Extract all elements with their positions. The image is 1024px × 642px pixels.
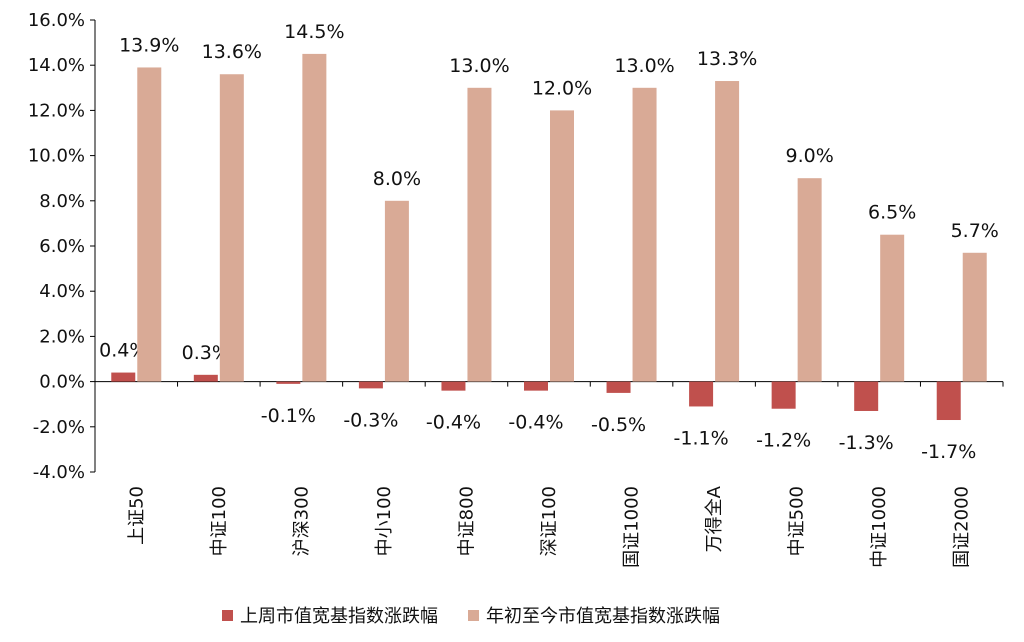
category-label: 中小100 (374, 486, 395, 556)
category-label: 中证800 (456, 486, 477, 556)
y-tick-label: 12.0% (28, 100, 85, 121)
legend-item-weekly: 上周市值宽基指数涨跌幅 (222, 602, 438, 628)
bar-weekly (524, 381, 548, 391)
bar-ytd (137, 67, 162, 382)
bar-ytd (467, 87, 492, 382)
legend-swatch-weekly (222, 609, 233, 621)
y-tick-label: 4.0% (39, 281, 85, 302)
legend: 上周市值宽基指数涨跌幅 年初至今市值宽基指数涨跌幅 (222, 600, 750, 630)
bar-ytd (632, 87, 657, 382)
bar-weekly (111, 372, 136, 382)
category-label: 中证1000 (869, 486, 890, 568)
bar-weekly (771, 381, 796, 409)
category-label: 国证1000 (622, 486, 643, 568)
data-label-weekly: -1.7% (921, 441, 976, 463)
category-label: 国证2000 (952, 486, 973, 568)
plot-area: -4.0% -2.0% 0.0% 2.0% 4.0% 6.0% 8.0% 10.0% 12.0%… (28, 10, 1004, 568)
y-tick-label: 0.0% (39, 372, 85, 393)
bar-ytd (715, 81, 740, 382)
data-label-weekly: -0.5% (591, 414, 646, 436)
bar-weekly (689, 381, 714, 407)
legend-swatch-ytd (468, 609, 479, 621)
data-label-weekly: -0.4% (426, 412, 481, 434)
legend-item-ytd: 年初至今市值宽基指数涨跌幅 (468, 602, 720, 628)
data-label-weekly: 0.4% (99, 340, 147, 362)
category-label: 深证100 (539, 486, 560, 556)
y-tick-label: 2.0% (39, 326, 85, 347)
bar-weekly (193, 374, 218, 382)
category-label: 中证500 (787, 486, 808, 556)
data-label-ytd: 13.6% (202, 41, 262, 63)
data-label-ytd: 13.9% (119, 34, 179, 56)
bar-ytd (550, 110, 574, 382)
data-label-weekly: -1.3% (839, 432, 894, 454)
category-label: 上证50 (126, 486, 147, 545)
data-label-ytd: 13.0% (614, 55, 674, 77)
bar-weekly (441, 381, 466, 391)
bar-weekly (276, 381, 301, 384)
bar-ytd (880, 234, 905, 382)
data-label-ytd: 13.3% (697, 48, 757, 70)
category-label: 万得全A (704, 485, 725, 552)
data-label-weekly: 0.3% (182, 342, 230, 364)
data-label-ytd: 12.0% (532, 77, 592, 99)
bar-ytd (962, 252, 987, 382)
category-label: 沪深300 (291, 486, 312, 556)
y-tick-label: 16.0% (28, 10, 85, 31)
bar-ytd (797, 178, 822, 382)
data-label-ytd: 5.7% (951, 220, 999, 242)
bar-weekly (606, 381, 631, 393)
legend-label-ytd: 年初至今市值宽基指数涨跌幅 (486, 606, 720, 627)
y-tick-label: -4.0% (33, 462, 85, 483)
data-label-ytd: 6.5% (868, 202, 916, 224)
y-tick-label: 10.0% (28, 146, 85, 167)
data-label-weekly: -0.1% (261, 405, 316, 427)
y-tick-label: 14.0% (28, 55, 85, 76)
legend-label-weekly: 上周市值宽基指数涨跌幅 (240, 606, 438, 627)
y-tick-label: 6.0% (39, 236, 85, 257)
bar-ytd (384, 200, 409, 382)
data-label-ytd: 13.0% (449, 55, 509, 77)
data-label-weekly: -0.4% (508, 412, 563, 434)
bar-ytd (302, 53, 327, 382)
data-label-weekly: -0.3% (343, 409, 398, 431)
bar-weekly (358, 381, 383, 389)
bar-weekly (936, 381, 961, 421)
data-label-weekly: -1.2% (756, 430, 811, 452)
bar-chart: -4.0% -2.0% 0.0% 2.0% 4.0% 6.0% 8.0% 10.0% 12.0%… (28, 10, 1004, 568)
y-tick-label: -2.0% (33, 417, 85, 438)
data-label-ytd: 8.0% (373, 168, 421, 190)
y-tick-label: 8.0% (39, 191, 85, 212)
bar-weekly (854, 381, 879, 411)
data-label-weekly: -1.1% (674, 427, 729, 449)
data-label-ytd: 14.5% (284, 21, 344, 43)
data-label-ytd: 9.0% (785, 145, 833, 167)
category-label: 中证100 (209, 486, 230, 556)
bar-ytd (219, 74, 244, 382)
